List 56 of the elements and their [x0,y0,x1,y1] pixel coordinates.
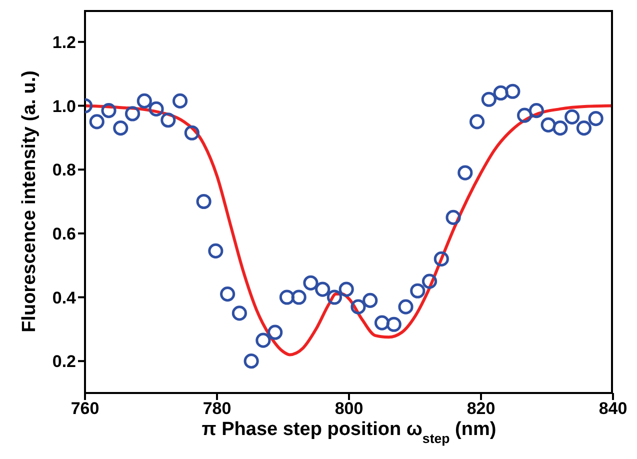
y-tick-label: 1.2 [52,32,76,52]
point [505,84,520,99]
point [398,299,414,314]
y-tick-label: 0.8 [52,160,76,180]
x-tick-label: 780 [202,399,232,418]
x-tick-label: 800 [334,399,364,418]
y-tick-label: 1.0 [52,96,76,116]
point [160,112,176,128]
point [517,108,532,123]
point [528,102,544,118]
point [184,125,200,140]
point [101,102,116,118]
point [89,114,104,130]
point [576,120,592,136]
point [493,85,508,101]
point [410,283,426,298]
point [564,109,580,124]
point [196,194,212,210]
point [303,275,318,290]
point [256,332,271,348]
point [374,315,390,330]
y-tick-label: 0.2 [52,352,76,372]
point [291,290,306,305]
point [268,324,283,340]
point [458,165,473,180]
point [208,243,224,259]
x-tick-label: 760 [70,399,100,418]
point [350,299,366,314]
y-tick-label: 0.4 [52,288,77,308]
point [446,210,461,226]
point [481,92,496,107]
point [422,274,438,289]
x-axis-title: π Phase step position ω$_{step}$ (nm) [202,419,496,446]
point [148,101,164,116]
point [362,292,378,308]
y-tick-label: 0.6 [52,224,76,244]
point [338,282,354,297]
y-axis-title: Fluorescence intensity (a. u.) [19,70,40,332]
point [124,106,140,122]
point [232,306,247,321]
point [136,93,152,109]
point [588,110,604,126]
x-tick-label: 840 [598,399,628,418]
point [469,114,485,130]
point [279,290,295,305]
point [220,286,236,302]
point [386,316,402,332]
x-tick-label: 820 [466,399,496,418]
point [552,120,568,136]
point [540,117,556,132]
point [315,282,330,297]
point [244,354,259,369]
point [326,290,342,305]
point [113,120,128,136]
point [434,251,449,266]
point [172,93,188,109]
